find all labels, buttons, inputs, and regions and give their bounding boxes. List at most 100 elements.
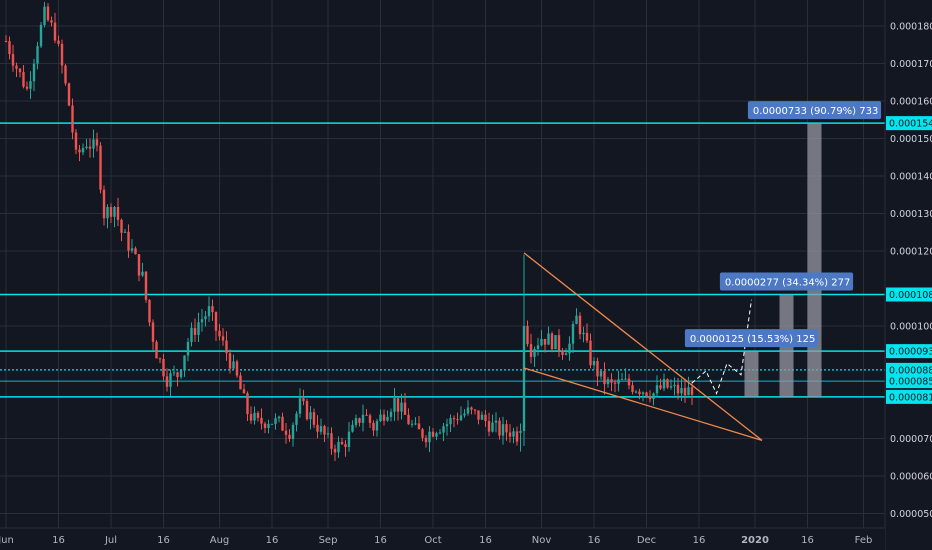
candle-body: [274, 418, 277, 424]
candle-body: [204, 316, 207, 320]
candle-body: [214, 312, 218, 331]
candle-body: [403, 402, 407, 415]
projection-path[interactable]: [691, 299, 752, 395]
candle: [456, 412, 459, 425]
price-tick-label: 0.0001600: [890, 97, 932, 108]
candle: [64, 64, 67, 86]
candle-body: [148, 299, 151, 323]
candle: [557, 329, 561, 358]
drawings[interactable]: [523, 252, 763, 441]
price-axis[interactable]: 0.0001800 0.0001700 0.0001600 0.0001500 0.00…: [884, 0, 932, 550]
level-badge-0.0000811[interactable]: 0.0000811: [886, 389, 932, 404]
level-badge-0.0000933[interactable]: 0.0000933: [886, 344, 932, 359]
candle-body: [449, 418, 452, 425]
horizontal-levels[interactable]: [0, 122, 885, 398]
candle-body: [386, 416, 389, 421]
candle: [372, 420, 375, 436]
candle-body: [158, 358, 162, 360]
candle: [683, 378, 687, 403]
candle-body: [8, 41, 11, 55]
candle: [155, 340, 158, 359]
time-tick-label: 16: [801, 535, 814, 546]
level-badge-0.0000883[interactable]: 0.0000883: [886, 362, 932, 377]
measure-label-2[interactable]: 0.0000277 (34.34%) 277: [719, 272, 854, 291]
candle-body: [32, 63, 36, 82]
candle-body: [260, 417, 263, 424]
time-tick-label: 16: [374, 535, 387, 546]
measure-bar-1[interactable]: [744, 351, 759, 397]
level-badge-box: [886, 389, 932, 404]
candle-body: [144, 271, 148, 300]
candle: [134, 246, 137, 255]
candle-body: [319, 426, 323, 432]
candle-body: [235, 361, 239, 376]
candle: [617, 370, 620, 392]
candle: [669, 379, 673, 390]
candle-body: [95, 139, 99, 146]
candle-body: [624, 378, 627, 380]
candle: [477, 410, 480, 425]
candle: [547, 326, 550, 345]
candle-body: [494, 420, 498, 423]
candle-body: [176, 372, 179, 378]
measure-label-1[interactable]: 0.0000125 (15.53%) 125: [684, 329, 819, 348]
candle-body: [613, 382, 617, 384]
candle: [582, 326, 585, 343]
price-tick-label: 0.0001700: [890, 59, 932, 70]
candle: [337, 436, 340, 458]
wedge-upper-line[interactable]: [523, 252, 763, 441]
candle-body: [512, 431, 515, 437]
grid-lines: [0, 0, 885, 528]
candle-body: [687, 387, 690, 396]
measurement-tools[interactable]: 0.0000125 (15.53%) 125 0.0000277 (34.34%)…: [684, 101, 882, 397]
candle-body: [197, 322, 200, 335]
candle: [176, 371, 179, 387]
candle: [620, 372, 624, 381]
candle: [578, 312, 582, 340]
candle: [529, 333, 533, 364]
candle: [144, 271, 148, 303]
candle: [596, 357, 599, 387]
candle: [540, 330, 543, 347]
wedge-lower-line[interactable]: [523, 367, 763, 441]
candle-body: [669, 386, 673, 388]
level-badge-0.0001541[interactable]: 0.0001541: [886, 116, 932, 131]
candle-body: [242, 389, 246, 394]
candle-body: [228, 353, 232, 369]
candle-body: [652, 393, 655, 400]
candle: [491, 414, 494, 433]
candle-body: [368, 415, 372, 423]
level-badge-0.0000853[interactable]: 0.0000853: [886, 374, 932, 389]
candle: [431, 427, 435, 438]
level-badge-box: [886, 287, 932, 302]
candle: [158, 357, 162, 364]
level-badge-text: 0.0000883: [889, 365, 932, 376]
level-badge-0.0001084[interactable]: 0.0001084: [886, 287, 932, 302]
candle: [484, 410, 487, 427]
time-axis[interactable]: Jun 16 Jul 16 Aug 16 Sep 16 Oct 16 Nov 16 Dec 16 2020 1…: [0, 527, 885, 550]
candle: [365, 409, 368, 416]
candle: [309, 406, 312, 430]
candle-body: [253, 412, 256, 421]
candle-body: [123, 231, 127, 233]
measure-bar-3[interactable]: [807, 123, 822, 397]
candle-body: [270, 423, 274, 425]
candle: [190, 322, 193, 347]
candle: [249, 406, 253, 424]
candle: [312, 408, 316, 429]
candle-body: [655, 385, 659, 394]
time-tick-label: 16: [693, 535, 706, 546]
measure-label-3[interactable]: 0.0000733 (90.79%) 733: [747, 101, 882, 120]
candle-body: [554, 335, 557, 350]
candle: [120, 218, 123, 242]
level-badge-box: [886, 344, 932, 359]
candle: [487, 412, 491, 437]
candle: [435, 431, 438, 441]
candle: [148, 299, 151, 327]
candle-body: [473, 409, 477, 411]
measure-label-box: [747, 101, 882, 120]
candle: [172, 365, 176, 377]
candle-body: [239, 375, 242, 390]
candle: [109, 203, 113, 223]
